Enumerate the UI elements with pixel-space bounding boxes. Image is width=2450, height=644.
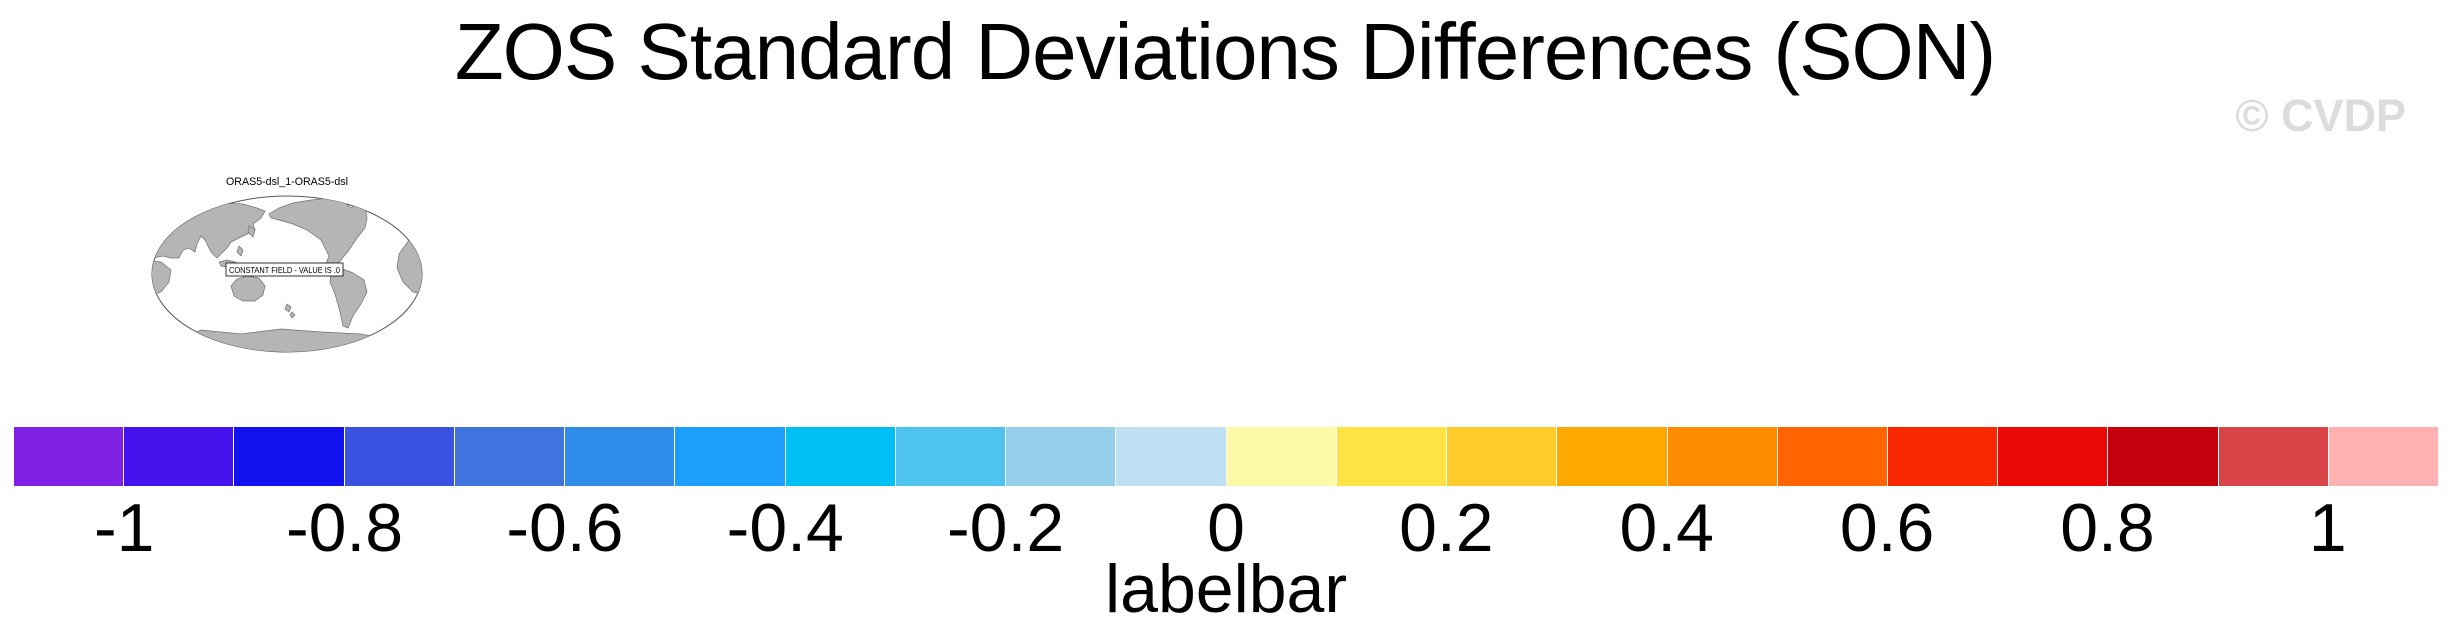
colorbar-tick-label: -1 [93, 490, 155, 566]
colorbar-segment [1777, 427, 1887, 486]
colorbar-tick-label: 1 [2308, 490, 2347, 566]
colorbar-tick-label: -0.4 [726, 490, 844, 566]
colorbar-segment [2328, 427, 2439, 486]
constant-field-label: CONSTANT FIELD - VALUE IS .0 [229, 266, 340, 275]
colorbar-tick-label: -0.2 [947, 490, 1065, 566]
landmass-philippines [236, 245, 244, 257]
colorbar-tick-label: 0.4 [1619, 490, 1714, 566]
colorbar-segment [344, 427, 454, 486]
colorbar-segment [1557, 427, 1667, 486]
colorbar-segment [895, 427, 1006, 486]
landmass-australia [230, 275, 266, 302]
colorbar-segment [1998, 427, 2108, 486]
colorbar-tick-label: 0.6 [1839, 490, 1935, 566]
colorbar-segment [565, 427, 675, 486]
colorbar-tick-label: 0.8 [2060, 490, 2155, 566]
landmass-japan [247, 225, 256, 238]
colorbar-segment [2108, 427, 2218, 486]
constant-field-box [225, 262, 344, 277]
colorbar-tick-label: -0.8 [285, 490, 404, 566]
colorbar-segment [1447, 427, 1557, 486]
colorbar-tick-label: 0.2 [1399, 490, 1494, 566]
colorbar-segment [124, 427, 234, 486]
colorbar-segment [1006, 427, 1116, 486]
colorbar-segment [675, 427, 785, 486]
colorbar-tick-label: 0 [1207, 490, 1245, 566]
colorbar-segment [1116, 427, 1226, 486]
world-map-panel: ORAS5-dsl_1-ORAS5-dsl [151, 174, 423, 358]
colorbar [14, 427, 2439, 486]
page-title: ZOS Standard Deviations Differences (SON… [454, 7, 1996, 96]
colorbar-segment [1887, 427, 1998, 486]
colorbar-segment [14, 427, 124, 486]
landmass-new-zealand [284, 303, 296, 319]
colorbar-segment [2218, 427, 2328, 486]
world-map: ORAS5-dsl_1-ORAS5-dsl [151, 176, 423, 353]
map-title: ORAS5-dsl_1-ORAS5-dsl [226, 176, 348, 188]
colorbar-segment [1226, 427, 1336, 486]
colorbar-segment [1667, 427, 1777, 486]
landmass-south-america [329, 268, 368, 329]
colorbar-tick-labels: -1 -0.8 -0.6 -0.4 -0.2 0 0.2 0.4 0.6 0.8 1 [14, 494, 2438, 564]
colorbar-segment [234, 427, 344, 486]
colorbar-segment [454, 427, 565, 486]
colorbar-segment [1336, 427, 1447, 486]
colorbar-tick-label: -0.6 [506, 490, 624, 566]
colorbar-caption: labelbar [1105, 551, 1347, 627]
cvdp-watermark: © CVDP [2235, 90, 2406, 141]
colorbar-segment [785, 427, 895, 486]
